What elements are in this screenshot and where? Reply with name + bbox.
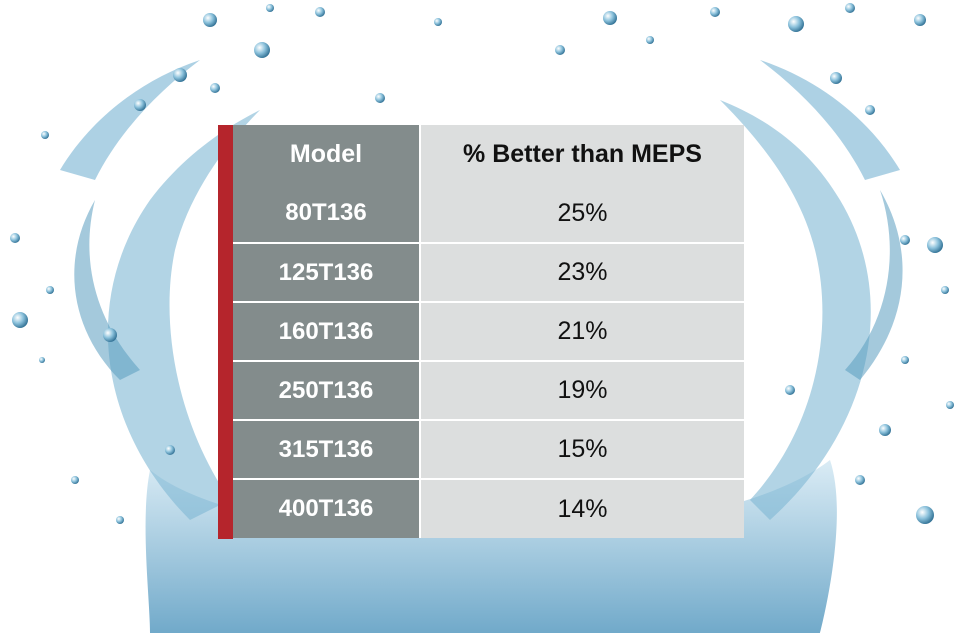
table-row: 250T136 19% bbox=[233, 360, 744, 420]
value-cell: 23% bbox=[419, 242, 744, 302]
column-header-better-than-meps: % Better than MEPS bbox=[419, 125, 744, 184]
model-cell: 125T136 bbox=[233, 242, 420, 302]
meps-comparison-table: Model % Better than MEPS 80T136 25% 125T… bbox=[233, 125, 744, 538]
column-header-model: Model bbox=[233, 125, 420, 184]
value-cell: 25% bbox=[419, 184, 744, 243]
table-row: 125T136 23% bbox=[233, 242, 744, 302]
value-cell: 19% bbox=[419, 360, 744, 420]
value-cell: 21% bbox=[419, 301, 744, 361]
value-cell: 14% bbox=[419, 478, 744, 538]
model-cell: 160T136 bbox=[233, 301, 420, 361]
table-row: 315T136 15% bbox=[233, 419, 744, 479]
model-cell: 250T136 bbox=[233, 360, 420, 420]
table-row: 160T136 21% bbox=[233, 301, 744, 361]
table-row: 80T136 25% bbox=[233, 184, 744, 243]
model-cell: 80T136 bbox=[233, 184, 420, 243]
comparison-table-panel: Model % Better than MEPS 80T136 25% 125T… bbox=[218, 125, 744, 539]
table-row: 400T136 14% bbox=[233, 478, 744, 538]
model-cell: 315T136 bbox=[233, 419, 420, 479]
table-header-row: Model % Better than MEPS bbox=[233, 125, 744, 184]
model-cell: 400T136 bbox=[233, 478, 420, 538]
accent-bar bbox=[218, 125, 233, 539]
value-cell: 15% bbox=[419, 419, 744, 479]
